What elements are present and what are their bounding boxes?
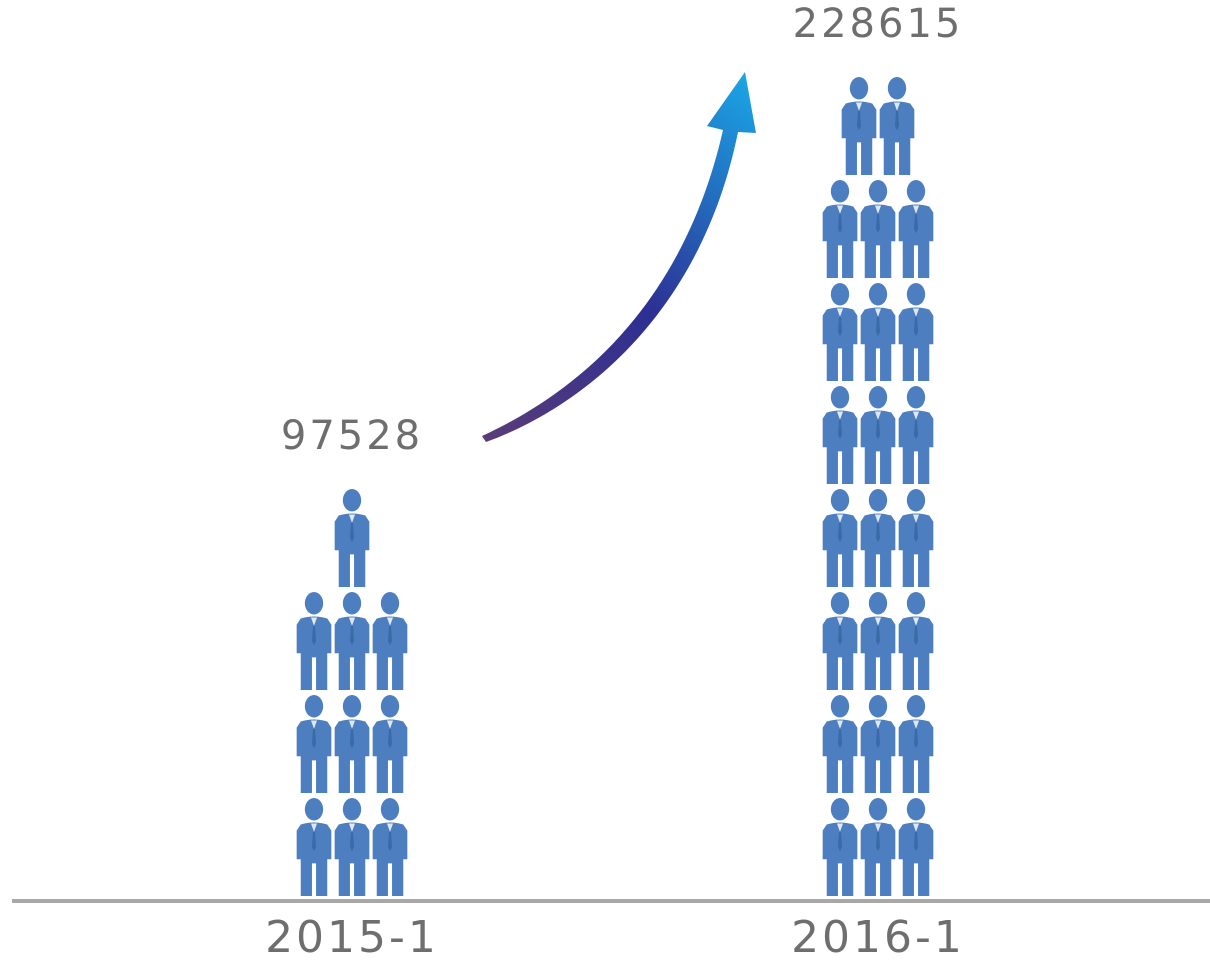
person-in-suit-icon [860, 695, 896, 793]
person-in-suit-icon [898, 798, 934, 896]
person-in-suit-icon [898, 283, 934, 381]
bars-layer [296, 77, 934, 896]
person-in-suit-icon [860, 798, 896, 896]
person-in-suit-icon [334, 695, 370, 793]
person-in-suit-icon [898, 695, 934, 793]
person-in-suit-icon [898, 386, 934, 484]
person-in-suit-icon [841, 77, 877, 175]
labels-layer: 97528 2015-1 228615 2016-1 [265, 1, 965, 960]
x-tick-label: 2016-1 [791, 912, 965, 960]
person-in-suit-icon [296, 695, 332, 793]
person-in-suit-icon [898, 180, 934, 278]
person-in-suit-icon [860, 489, 896, 587]
person-in-suit-icon [822, 592, 858, 690]
person-in-suit-icon [334, 592, 370, 690]
person-in-suit-icon [822, 695, 858, 793]
person-in-suit-icon [296, 798, 332, 896]
person-in-suit-icon [372, 695, 408, 793]
person-in-suit-icon [822, 489, 858, 587]
person-in-suit-icon [860, 592, 896, 690]
person-in-suit-icon [822, 180, 858, 278]
person-in-suit-icon [334, 489, 370, 587]
person-in-suit-icon [860, 283, 896, 381]
person-in-suit-icon [296, 592, 332, 690]
person-in-suit-icon [860, 180, 896, 278]
person-in-suit-icon [898, 489, 934, 587]
growth-arrow-icon [482, 72, 756, 442]
x-tick-label: 2015-1 [265, 912, 439, 960]
person-in-suit-icon [822, 283, 858, 381]
person-in-suit-icon [372, 592, 408, 690]
person-in-suit-icon [334, 798, 370, 896]
value-label: 97528 [281, 413, 423, 459]
person-in-suit-icon [822, 798, 858, 896]
person-in-suit-icon [372, 798, 408, 896]
person-in-suit-icon [898, 592, 934, 690]
value-label: 228615 [793, 1, 964, 47]
person-in-suit-icon [822, 386, 858, 484]
person-in-suit-icon [879, 77, 915, 175]
person-in-suit-icon [860, 386, 896, 484]
